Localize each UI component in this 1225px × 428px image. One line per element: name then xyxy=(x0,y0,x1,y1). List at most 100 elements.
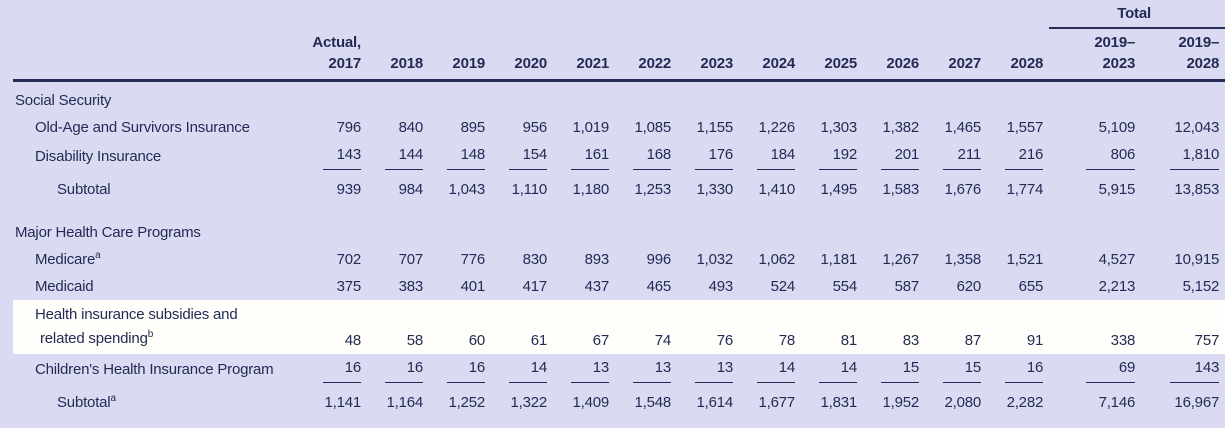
value-cell: 1,267 xyxy=(863,246,925,273)
value: 1,019 xyxy=(572,118,609,136)
value: 10,915 xyxy=(1174,250,1220,268)
value: 4,527 xyxy=(1098,250,1136,268)
value-cell: 493 xyxy=(677,273,739,300)
value-cell: 465 xyxy=(615,273,677,300)
value: 91 xyxy=(1026,331,1044,349)
footnote-marker: a xyxy=(110,392,116,404)
value-cell: 1,110 xyxy=(491,170,553,203)
row-label: Major Health Care Programs xyxy=(15,223,201,241)
value-cell: 1,583 xyxy=(863,170,925,203)
value: 184 xyxy=(756,143,795,170)
year-column-header: 2022 xyxy=(615,28,677,82)
value: 1,358 xyxy=(944,250,981,268)
value: 655 xyxy=(1018,277,1044,295)
value-cell: 15 xyxy=(925,354,987,383)
value-cell: 192 xyxy=(801,141,863,170)
value: 830 xyxy=(522,250,548,268)
total-value-cell: 4,527 xyxy=(1049,246,1141,273)
section-row: Social Security xyxy=(13,80,1225,114)
table-row: Children's Health Insurance Program 16 16 1… xyxy=(13,354,1225,383)
total-value-cell: 16,967 xyxy=(1141,383,1225,416)
value: 13 xyxy=(694,356,733,383)
value-cell: 16 xyxy=(305,354,367,383)
value-cell: 1,032 xyxy=(677,246,739,273)
total-value-cell: 806 xyxy=(1049,141,1141,170)
value-cell: 1,164 xyxy=(367,383,429,416)
value: 201 xyxy=(880,143,919,170)
value: 1,252 xyxy=(448,393,485,411)
value-cell: 620 xyxy=(925,273,987,300)
value: 1,155 xyxy=(696,118,733,136)
value-cell: 655 xyxy=(987,273,1049,300)
value: 1,676 xyxy=(944,180,981,198)
value: 81 xyxy=(840,331,857,349)
value: 176 xyxy=(694,143,733,170)
value: 87 xyxy=(964,331,981,349)
row-label-line1: Health insurance subsidies and xyxy=(35,305,238,323)
total-column-header: 2019– 2023 xyxy=(1049,28,1142,82)
value: 757 xyxy=(1194,331,1220,349)
value: 144 xyxy=(384,143,423,170)
value-cell: 1,019 xyxy=(553,114,615,141)
header-spacer xyxy=(13,4,1049,28)
footnote-marker: a xyxy=(95,249,101,261)
value: 702 xyxy=(336,250,362,268)
total-value-cell: 1,810 xyxy=(1141,141,1225,170)
value-cell: 14 xyxy=(491,354,553,383)
row-label: Children's Health Insurance Program xyxy=(35,360,274,378)
value-cell: 984 xyxy=(367,170,429,203)
value: 1,548 xyxy=(634,393,671,411)
row-label: Old-Age and Survivors Insurance xyxy=(35,118,250,136)
spending-table: Total Actual, 2017 2018 2019 2020 2021 2022 202… xyxy=(13,4,1225,416)
value-cell: 524 xyxy=(739,273,801,300)
value: 60 xyxy=(468,331,485,349)
value: 161 xyxy=(570,143,609,170)
value-cell: 1,226 xyxy=(739,114,801,141)
year-column-header: 2018 xyxy=(367,28,429,82)
value-cell: 1,062 xyxy=(739,246,801,273)
total-value-cell: 2,213 xyxy=(1049,273,1141,300)
value-cell: 216 xyxy=(987,141,1049,170)
value: 143 xyxy=(322,143,361,170)
year-column-header: 2025 xyxy=(801,28,863,82)
table-header: Total Actual, 2017 2018 2019 2020 2021 2022 202… xyxy=(13,4,1225,82)
value-cell: 1,358 xyxy=(925,246,987,273)
value: 78 xyxy=(778,331,795,349)
value-cell: 1,548 xyxy=(615,383,677,416)
year-column-header: 2024 xyxy=(739,28,801,82)
value-cell: 67 xyxy=(553,299,615,354)
year-column-header: Actual, 2017 xyxy=(305,28,367,82)
value: 74 xyxy=(654,331,671,349)
value-cell: 2,282 xyxy=(987,383,1049,416)
value: 16,967 xyxy=(1174,393,1220,411)
value-cell: 956 xyxy=(491,114,553,141)
value: 1,226 xyxy=(758,118,795,136)
table-body: Social Security Old-Age and Survivors Ins… xyxy=(13,80,1225,416)
value: 16 xyxy=(1004,356,1043,383)
value-cell: 1,831 xyxy=(801,383,863,416)
value: 587 xyxy=(894,277,920,295)
value-cell: 154 xyxy=(491,141,553,170)
spacer-cell xyxy=(13,203,1225,219)
table-row: Disability Insurance 143 144 148 154 161 168 17… xyxy=(13,141,1225,170)
row-label: Medicarea xyxy=(35,249,101,268)
value-cell: 1,409 xyxy=(553,383,615,416)
value: 12,043 xyxy=(1174,118,1220,136)
value-cell: 895 xyxy=(429,114,491,141)
table-row: Subtotal 939 984 1,043 1,110 1,180 1,253 1,330 1… xyxy=(13,170,1225,203)
value-cell: 61 xyxy=(491,299,553,354)
value-cell: 143 xyxy=(305,141,367,170)
value-cell: 1,141 xyxy=(305,383,367,416)
value: 1,495 xyxy=(820,180,857,198)
value-cell: 1,180 xyxy=(553,170,615,203)
value: 776 xyxy=(460,250,486,268)
year-column-header: 2027 xyxy=(925,28,987,82)
total-value-cell: 12,043 xyxy=(1141,114,1225,141)
value: 1,043 xyxy=(448,180,485,198)
value: 984 xyxy=(398,180,424,198)
value-cell: 148 xyxy=(429,141,491,170)
value-cell: 201 xyxy=(863,141,925,170)
value-cell: 417 xyxy=(491,273,553,300)
value: 2,080 xyxy=(944,393,981,411)
value: 211 xyxy=(942,143,981,170)
